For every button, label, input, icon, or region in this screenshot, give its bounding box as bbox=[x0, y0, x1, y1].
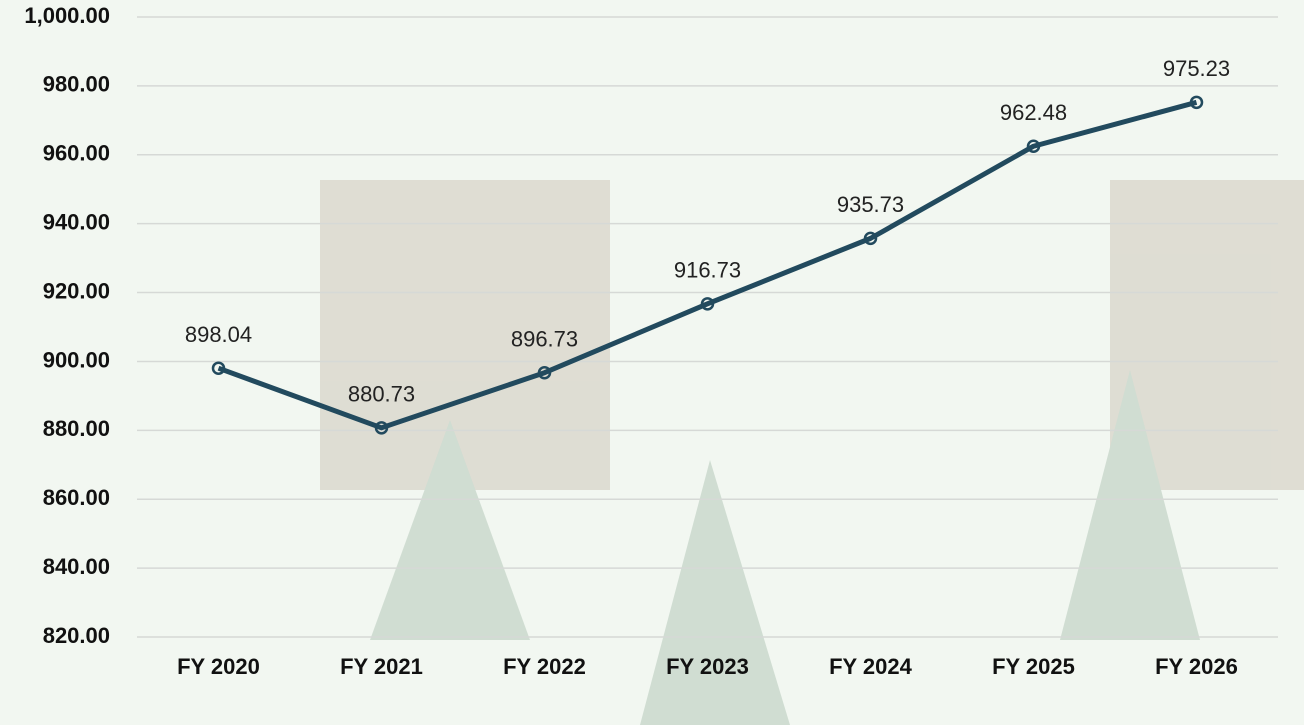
chart: 820.00 840.00 860.00 880.00 900.00 920.00 940.… bbox=[0, 0, 1304, 725]
y-tick-label: 920.00 bbox=[43, 278, 110, 303]
y-tick-label: 940.00 bbox=[43, 209, 110, 234]
value-label: 935.73 bbox=[837, 192, 904, 217]
y-tick-label: 840.00 bbox=[43, 554, 110, 579]
x-tick-label: FY 2025 bbox=[992, 654, 1075, 679]
x-tick-label: FY 2026 bbox=[1155, 654, 1238, 679]
x-tick-label: FY 2021 bbox=[340, 654, 423, 679]
value-label: 880.73 bbox=[348, 382, 415, 407]
y-tick-label: 880.00 bbox=[43, 416, 110, 441]
y-tick-label: 1,000.00 bbox=[24, 3, 110, 28]
y-tick-label: 960.00 bbox=[43, 141, 110, 166]
value-label: 962.48 bbox=[1000, 100, 1067, 125]
y-tick-label: 860.00 bbox=[43, 485, 110, 510]
x-tick-label: FY 2024 bbox=[829, 654, 913, 679]
x-tick-label: FY 2020 bbox=[177, 654, 260, 679]
x-tick-label: FY 2023 bbox=[666, 654, 749, 679]
y-tick-label: 820.00 bbox=[43, 623, 110, 648]
value-label: 898.04 bbox=[185, 322, 252, 347]
y-tick-label: 980.00 bbox=[43, 72, 110, 97]
value-label: 896.73 bbox=[511, 327, 578, 352]
value-label: 916.73 bbox=[674, 258, 741, 283]
value-label: 975.23 bbox=[1163, 56, 1230, 81]
x-tick-label: FY 2022 bbox=[503, 654, 586, 679]
y-tick-label: 900.00 bbox=[43, 347, 110, 372]
